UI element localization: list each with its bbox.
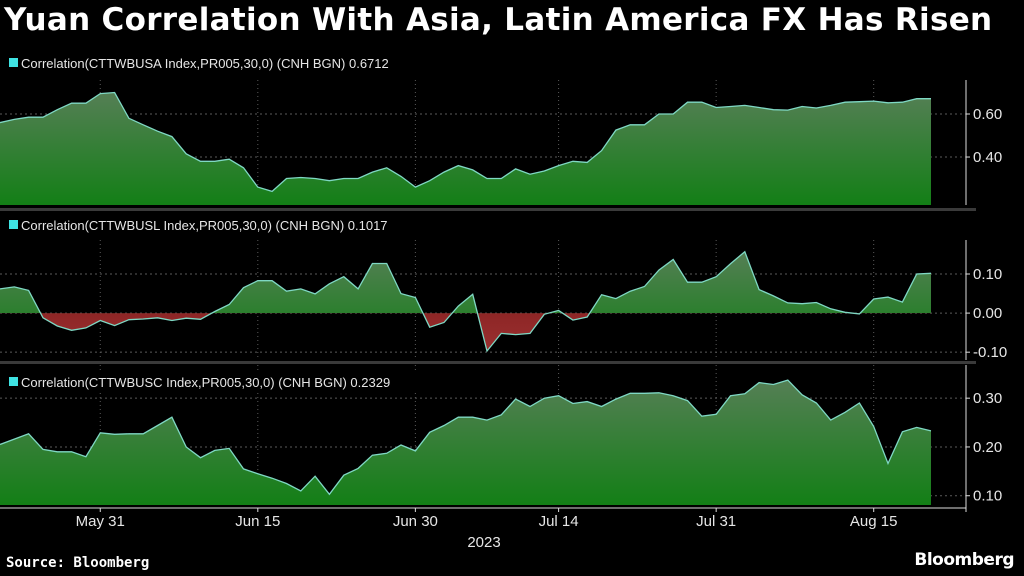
legend: Correlation(CTTWBUSA Index,PR005,30,0) (… <box>0 53 455 72</box>
y-tick-label: 0.20 <box>973 439 1002 456</box>
series-line <box>0 91 931 193</box>
legend: Correlation(CTTWBUSC Index,PR005,30,0) (… <box>0 372 455 391</box>
panel-3: 0.10 0.20 0.30 Correlation(CTTWBUSC Index,P… <box>0 361 1002 505</box>
chart-title: Yuan Correlation With Asia, Latin Americ… <box>4 2 993 38</box>
source-note: Source: Bloomberg <box>6 555 150 571</box>
y-tick-label: 0.40 <box>973 149 1002 166</box>
y-tick-label: 0.10 <box>973 266 1002 283</box>
y-tick-label: 0.60 <box>973 106 1002 123</box>
y-tick-label: 0.00 <box>973 305 1002 322</box>
panel-divider[interactable] <box>0 208 976 211</box>
x-tick-label: Jun 30 <box>393 513 438 530</box>
x-tick-label: Jun 15 <box>235 513 280 530</box>
x-axis: May 31 Jun 15 Jun 30 Jul 14 Jul 31 Aug 15 <box>0 505 967 530</box>
x-tick-label: May 31 <box>76 513 125 530</box>
bloomberg-logo: Bloomberg <box>914 550 1014 570</box>
legend: Correlation(CTTWBUSL Index,PR005,30,0) (… <box>0 215 455 234</box>
x-tick-label: Jul 31 <box>696 513 736 530</box>
area-negative <box>40 313 861 351</box>
legend-background <box>0 53 455 72</box>
legend-label: Correlation(CTTWBUSL Index,PR005,30,0) (… <box>21 218 388 233</box>
legend-marker-icon <box>9 220 18 229</box>
legend-label: Correlation(CTTWBUSC Index,PR005,30,0) (… <box>21 375 390 390</box>
legend-background <box>0 215 455 234</box>
x-tick-label: Aug 15 <box>850 513 898 530</box>
area-positive <box>0 251 931 314</box>
legend-background <box>0 372 455 391</box>
legend-label: Correlation(CTTWBUSA Index,PR005,30,0) (… <box>21 56 389 71</box>
y-tick-label: -0.10 <box>973 344 1007 361</box>
panel-1: 0.40 0.60 Correlation(CTTWBUSA Index,PR005… <box>0 53 1002 205</box>
panel-divider[interactable] <box>0 361 976 364</box>
legend-marker-icon <box>9 58 18 67</box>
series-line <box>0 379 932 496</box>
x-axis-year-label: 2023 <box>467 534 500 551</box>
panel-2: -0.10 0.00 0.10 Correlation(CTTWBUSL Index,… <box>0 208 1007 361</box>
x-tick-label: Jul 14 <box>539 513 579 530</box>
series-line <box>0 250 932 353</box>
y-tick-label: 0.30 <box>973 390 1002 407</box>
legend-marker-icon <box>9 377 18 386</box>
area-fill <box>0 92 931 205</box>
y-tick-label: 0.10 <box>973 488 1002 505</box>
area-fill <box>0 380 931 505</box>
